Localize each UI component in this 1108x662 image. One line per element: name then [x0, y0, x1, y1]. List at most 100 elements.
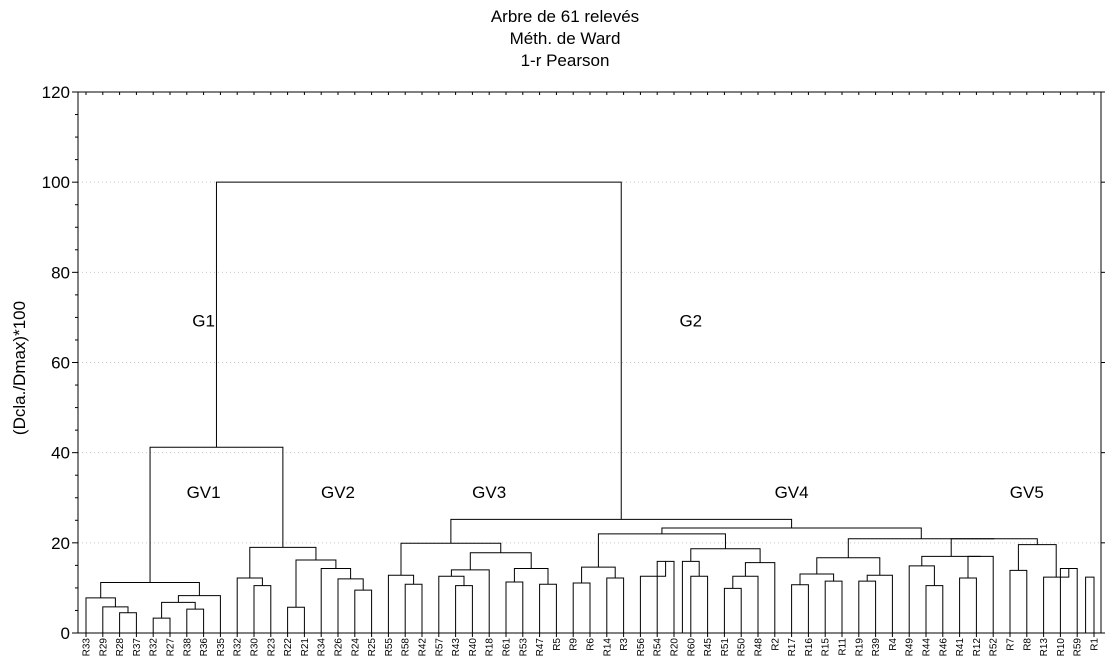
chart-title-line-3: 1-r Pearson [520, 51, 610, 70]
leaf-label: R56 [636, 638, 647, 657]
leaf-label: R16 [804, 638, 815, 657]
dendrogram-link [799, 573, 835, 585]
leaf-label: R21 [300, 638, 311, 657]
leaf-label: R15 [821, 638, 832, 657]
leaf-label: R26 [334, 638, 345, 657]
leaf-label: R61 [502, 638, 513, 657]
cluster-label: G1 [192, 311, 215, 330]
leaf-label: R23 [266, 638, 277, 657]
dendrogram-link [215, 181, 622, 520]
leaf-label: R9 [569, 638, 580, 651]
leaf-label: R50 [737, 638, 748, 657]
cluster-label: GV5 [1010, 483, 1044, 502]
dendrogram-link [908, 565, 935, 633]
dendrogram-link [639, 561, 667, 633]
y-tick-label: 80 [51, 263, 70, 282]
dendrogram-link [287, 606, 305, 633]
leaf-label: R14 [602, 638, 613, 657]
chart-title-line-2: Méth. de Ward [509, 29, 621, 48]
dendrogram-link [1017, 544, 1057, 578]
leaf-label: R32 [233, 638, 244, 657]
y-tick-label: 0 [61, 624, 70, 643]
leaf-label: R11 [838, 638, 849, 656]
y-tick-label: 60 [51, 354, 70, 373]
dendrogram-link [732, 575, 759, 633]
leaf-label: R51 [720, 638, 731, 657]
leaf-label: R20 [670, 638, 681, 657]
y-tick-label: 120 [42, 83, 70, 102]
dendrogram-link [1009, 569, 1028, 633]
dendrogram-link [723, 587, 742, 633]
leaf-label: R30 [250, 638, 261, 657]
dendrogram-link [581, 566, 616, 583]
leaf-label: R24 [350, 638, 361, 657]
dendrogram-link [295, 559, 337, 608]
dendrogram-link [354, 589, 373, 633]
leaf-label: R10 [1056, 638, 1067, 657]
leaf-label: R18 [485, 638, 496, 657]
dendrogram-link [186, 608, 205, 633]
chart-title-line-1: Arbre de 61 relevés [490, 7, 640, 26]
leaf-label: R32 [149, 638, 160, 657]
dendrogram-link [959, 577, 977, 633]
dendrogram-link [337, 578, 364, 633]
leaf-label: R34 [317, 638, 328, 657]
dendrogram-link [400, 542, 502, 576]
leaf-label: R49 [905, 638, 916, 657]
dendrogram-link [320, 568, 352, 633]
cluster-label: GV3 [472, 483, 506, 502]
dendrogram-link [744, 562, 776, 633]
leaf-label: R29 [98, 638, 109, 657]
leaf-label: R3 [619, 638, 630, 651]
dendrogram-link [85, 597, 116, 633]
dendrogram-link [152, 617, 171, 633]
dendrogram-link [866, 574, 893, 633]
leaf-label: R57 [434, 638, 445, 657]
leaf-label: R58 [401, 638, 412, 657]
cluster-label: GV4 [775, 483, 809, 502]
dendrogram-link [539, 583, 557, 633]
dendrogram-link [149, 446, 284, 583]
dendrogram-link [249, 546, 317, 578]
y-tick-label: 40 [51, 444, 70, 463]
y-tick-label: 20 [51, 534, 70, 553]
dendrogram-link [1059, 568, 1078, 633]
dendrogram-link [438, 575, 465, 633]
cluster-label: GV1 [187, 483, 221, 502]
dendrogram-link [1085, 576, 1095, 633]
dendrogram-link [606, 577, 625, 633]
dendrogram-link [119, 612, 137, 633]
dendrogram-link [950, 538, 1038, 557]
leaf-label: R19 [854, 638, 865, 657]
leaf-label: R45 [703, 638, 714, 657]
leaf-label: R54 [653, 638, 664, 657]
dendrogram-link [690, 575, 709, 633]
dendrogram-link [1043, 568, 1070, 633]
dendrogram-link [450, 518, 793, 544]
leaf-label: R5 [552, 638, 563, 651]
dendrogram-link [177, 595, 221, 633]
dendrogram-link [404, 583, 423, 633]
leaf-label: R27 [166, 638, 177, 657]
leaf-label: R35 [216, 638, 227, 657]
leaf-label: R55 [384, 638, 395, 657]
leaf-label: R48 [754, 638, 765, 657]
dendrogram-link [236, 577, 263, 633]
leaf-label: R1 [1090, 638, 1101, 651]
leaf-label: R13 [1039, 638, 1050, 657]
leaf-label: R7 [1006, 638, 1017, 651]
leaf-label: R17 [787, 638, 798, 657]
leaf-label: R12 [972, 638, 983, 657]
dendrogram-link [925, 585, 944, 633]
leaf-label: R40 [468, 638, 479, 657]
dendrogram-link [161, 601, 196, 619]
dendrogram-link [858, 580, 877, 633]
leaf-label: R41 [955, 638, 966, 657]
dendrogram-link [450, 569, 490, 633]
dendrogram-link [921, 555, 981, 566]
leaf-label: R28 [115, 638, 126, 657]
y-tick-label: 100 [42, 173, 70, 192]
leaf-label: R60 [686, 638, 697, 657]
dendrogram-link [597, 533, 726, 568]
